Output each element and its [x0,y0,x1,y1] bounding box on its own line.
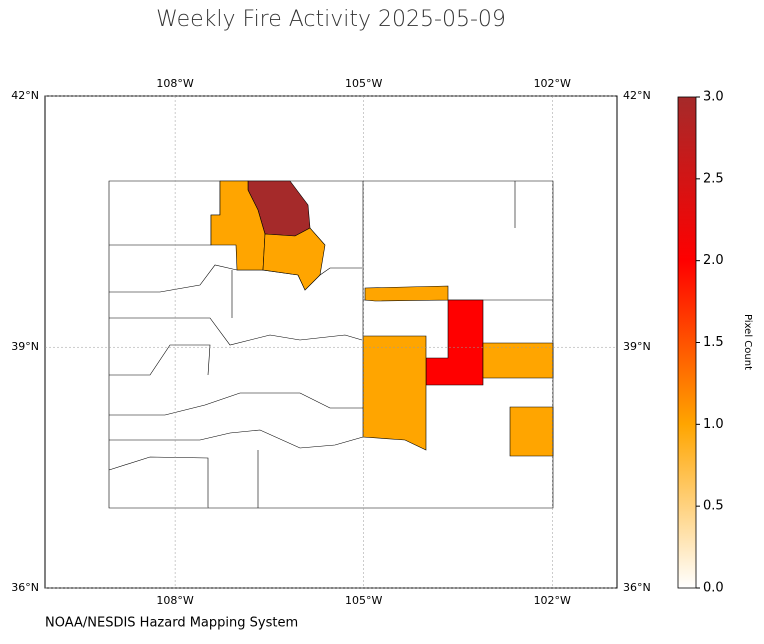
colorbar-tick-label: 2.5 [703,171,724,186]
x-tick-label: 102°W [534,594,571,607]
y-tick-label: 39°N [623,340,651,353]
y-tick-label: 42°N [623,89,651,102]
counties [108,180,554,509]
county-border [109,429,364,449]
colorbar-tick-label: 0.0 [703,581,724,596]
colorbar-label: Pixel Count [742,314,753,370]
colorbar [677,96,697,589]
colorbar-tick-label: 3.0 [703,90,724,105]
source: NOAA/NESDIS Hazard Mapping System [45,616,298,631]
x-tick-label: 105°W [345,77,382,90]
colorbar-tick-label: 0.5 [703,499,724,514]
y-tick-label: 39°N [11,340,39,353]
y-tick-label: 36°N [623,581,651,594]
x-tick-label: 108°W [156,594,193,607]
county-border [109,392,363,416]
colorbar-tick-label: 2.0 [703,253,724,268]
y-tick-label: 42°N [11,89,39,102]
x-tick-label: 105°W [345,594,382,607]
fire-region [509,406,554,457]
colorbar-tick-label: 1.0 [703,417,724,432]
x-tick-label: 102°W [534,77,571,90]
y-tick-label: 36°N [11,581,39,594]
fire-region [210,180,266,271]
fire-region [364,285,449,302]
county-border [109,344,211,376]
x-tick-label: 108°W [156,77,193,90]
county-border [108,456,209,508]
fire-region [362,335,427,451]
county-border [109,317,363,346]
fire-region [482,342,554,379]
fire-region [262,227,326,291]
title: Weekly Fire Activity 2025-05-09 [156,7,506,32]
state-outline [108,180,554,509]
colorbar-tick-label: 1.5 [703,335,724,350]
